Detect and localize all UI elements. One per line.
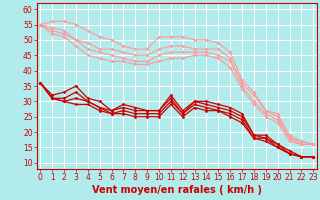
X-axis label: Vent moyen/en rafales ( km/h ): Vent moyen/en rafales ( km/h ): [92, 185, 262, 195]
